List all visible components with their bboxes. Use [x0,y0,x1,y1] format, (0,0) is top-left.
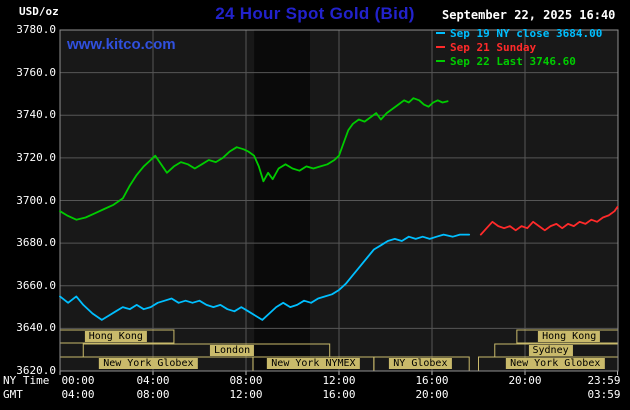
x-axis-label-gmt: 16:00 [322,388,356,401]
gmt-axis-caption: GMT [3,388,23,401]
ny-time-axis-caption: NY Time [3,374,50,387]
x-axis-label-ny: 08:00 [229,374,263,387]
y-axis-unit: USD/oz [19,5,59,18]
chart-title: 24 Hour Spot Gold (Bid) [215,4,415,23]
x-axis-label-gmt: 04:00 [61,388,95,401]
y-axis-label: 3620.0 [16,364,56,377]
legend-item: Sep 22 Last 3746.60 [436,54,615,68]
session-label: Hong Kong [538,331,601,342]
legend-item: Sep 21 Sunday [436,40,615,54]
price-line-sep22 [59,97,449,221]
x-axis-label-gmt: 08:00 [136,388,170,401]
legend-line-swatch [436,46,445,48]
y-axis-label: 3660.0 [16,278,56,292]
legend-item-label: Sep 21 Sunday [450,40,537,54]
legend-line-swatch [436,32,445,34]
legend-line-swatch [436,60,445,62]
y-axis-label: 3720.0 [16,150,56,164]
x-axis-label-ny: 23:59 [587,374,621,387]
y-axis-label: 3740.0 [16,108,56,122]
y-axis-label: 3640.0 [16,321,56,335]
y-axis-label: 3780.0 [16,23,56,36]
x-axis-label-ny: 04:00 [136,374,170,387]
session-label: New York Globex [99,358,198,369]
session-label: NY Globex [389,358,452,369]
session-label: London [209,345,255,356]
x-axis-label-ny: 12:00 [322,374,356,387]
x-axis-label-ny: 00:00 [61,374,95,387]
price-line-sep19 [59,233,471,321]
y-axis-label: 3760.0 [16,65,56,79]
kitco-watermark-link[interactable]: www.kitco.com [67,36,176,53]
x-axis-label-ny: 16:00 [415,374,449,387]
session-label: New York NYMEX [267,358,360,369]
price-line-sep21 [479,205,619,236]
x-axis-label-ny: 20:00 [508,374,542,387]
plot-border [59,29,619,372]
x-axis-label-gmt: 20:00 [415,388,449,401]
y-axis-label: 3680.0 [16,236,56,250]
session-label: Hong Kong [84,331,147,342]
legend: September 22, 2025 16:40 Sep 19 NY close… [436,8,615,68]
legend-item: Sep 19 NY close 3684.00 [436,26,615,40]
session-label: Sydney [528,345,573,356]
chart-timestamp: September 22, 2025 16:40 [442,8,616,22]
legend-item-label: Sep 19 NY close 3684.00 [450,26,603,40]
x-axis-label-gmt: 03:59 [587,388,621,401]
session-label: New York Globex [506,358,605,369]
y-axis-label: 3700.0 [16,193,56,207]
x-axis-label-gmt: 12:00 [229,388,263,401]
legend-item-label: Sep 22 Last 3746.60 [450,54,576,68]
